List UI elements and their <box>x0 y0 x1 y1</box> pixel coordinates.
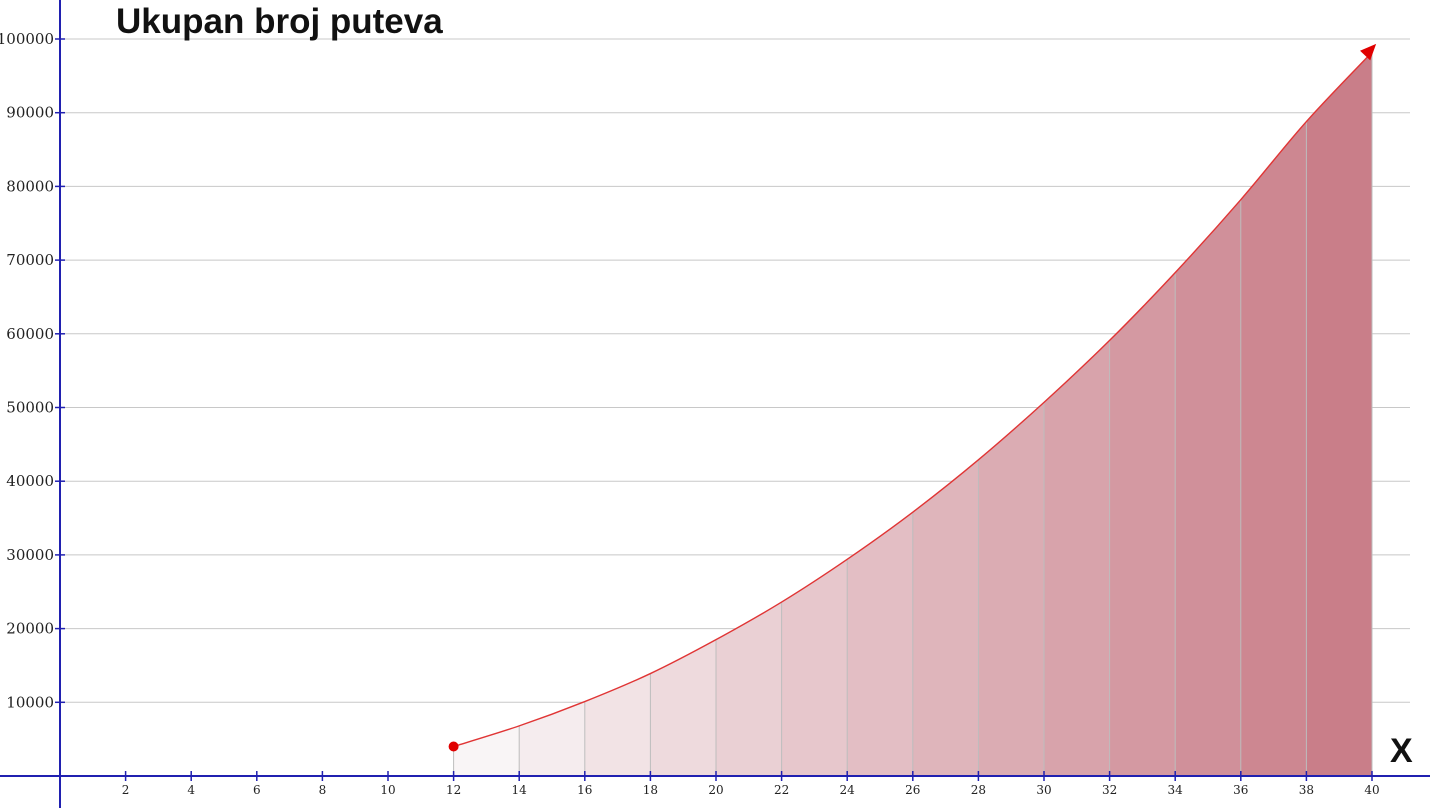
y-tick-label-90000: 90000 <box>6 104 54 122</box>
x-tick-label-30: 30 <box>1036 783 1051 797</box>
curve-line <box>453 51 1373 748</box>
y-tick-label-30000: 30000 <box>6 546 54 564</box>
area-band-26-28 <box>912 459 979 776</box>
area-band-32-34 <box>1109 272 1176 776</box>
area-band-28-30 <box>978 402 1044 776</box>
y-tick-label-70000: 70000 <box>6 251 54 269</box>
x-tick-label-4: 4 <box>187 783 195 797</box>
x-tick-label-18: 18 <box>643 783 658 797</box>
x-tick-label-14: 14 <box>512 783 528 797</box>
area-band-34-36 <box>1175 199 1241 776</box>
x-tick-label-16: 16 <box>577 783 592 797</box>
x-tick-label-32: 32 <box>1102 783 1117 797</box>
x-tick-label-8: 8 <box>319 783 327 797</box>
x-axis-label: X <box>1390 732 1413 770</box>
area-band-12-14 <box>453 725 520 776</box>
x-tick-label-34: 34 <box>1168 783 1184 797</box>
end-arrow-marker <box>1360 43 1377 61</box>
grid-lines <box>60 38 1410 703</box>
x-tick-label-6: 6 <box>253 783 261 797</box>
x-tick-label-10: 10 <box>380 783 395 797</box>
band-dividers <box>453 52 1373 776</box>
area-band-30-32 <box>1044 340 1110 776</box>
x-tick-label-20: 20 <box>708 783 723 797</box>
area-band-38-40 <box>1306 52 1372 777</box>
x-tick-label-22: 22 <box>774 783 789 797</box>
x-tick-label-38: 38 <box>1299 783 1314 797</box>
y-tick-label-100000: 100000 <box>0 30 54 48</box>
x-tick-label-2: 2 <box>122 783 130 797</box>
y-tick-label-50000: 50000 <box>6 399 54 417</box>
x-tick-label-40: 40 <box>1364 783 1379 797</box>
x-ticks: 2 4 6 8 10 12 14 16 18 20 22 24 26 28 30 32 34 36 38 40 <box>122 771 1380 797</box>
area-band-20-22 <box>716 602 782 776</box>
chart-title: Ukupan broj puteva <box>116 2 443 41</box>
y-tick-label-40000: 40000 <box>6 472 54 490</box>
start-point-marker <box>448 741 459 752</box>
y-tick-label-20000: 20000 <box>6 620 54 638</box>
area-band-14-16 <box>519 701 585 776</box>
area-band-36-38 <box>1240 121 1307 776</box>
area-band-24-26 <box>847 512 913 776</box>
x-tick-label-24: 24 <box>840 783 856 797</box>
x-tick-label-26: 26 <box>905 783 920 797</box>
y-tick-label-60000: 60000 <box>6 325 54 343</box>
area-band-22-24 <box>781 559 848 776</box>
x-tick-label-12: 12 <box>446 783 461 797</box>
x-tick-label-36: 36 <box>1233 783 1248 797</box>
y-tick-label-10000: 10000 <box>6 693 54 711</box>
area-fill <box>453 52 1372 777</box>
x-tick-label-28: 28 <box>971 783 986 797</box>
y-ticks: 10000 20000 30000 40000 50000 60000 70000 80000… <box>0 30 65 711</box>
area-band-16-18 <box>584 673 651 776</box>
area-band-18-20 <box>650 639 716 776</box>
y-tick-label-80000: 80000 <box>6 177 54 195</box>
